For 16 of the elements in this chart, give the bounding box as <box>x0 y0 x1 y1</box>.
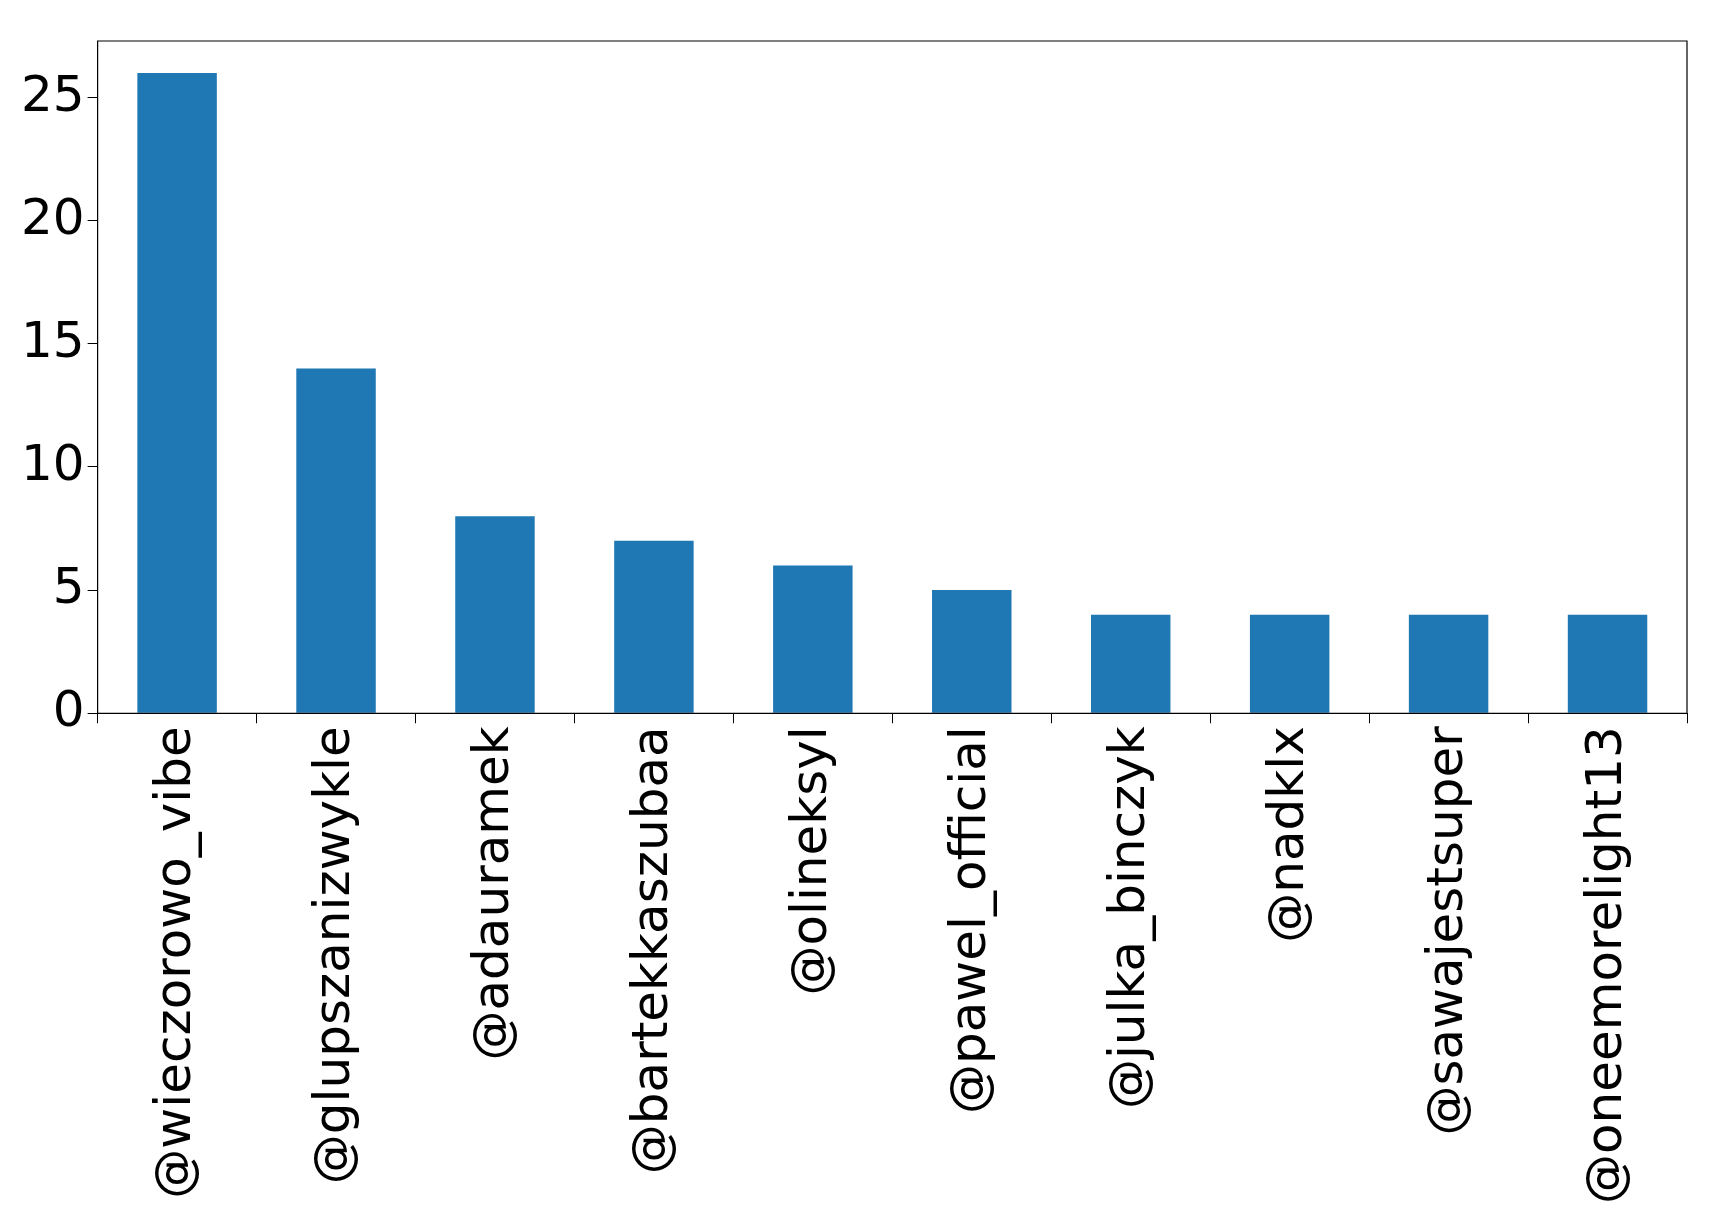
x-tick-label: @adauramek <box>461 726 520 1061</box>
x-tick-label: @glupszanizwykle <box>303 726 362 1185</box>
x-tick-label: @pawel_official <box>938 726 997 1115</box>
x-tick-label: @wieczorowo_vibe <box>144 726 203 1199</box>
y-tick-label: 15 <box>21 310 85 369</box>
x-tick-label: @bartekkaszubaa <box>620 726 679 1175</box>
y-tick-label: 0 <box>52 680 85 739</box>
y-tick-label: 25 <box>21 64 85 123</box>
x-tick-label: @sawajestsuper <box>1415 725 1474 1136</box>
y-tick-label: 20 <box>21 187 85 246</box>
y-tick-label: 5 <box>52 557 85 616</box>
x-tick-label: @oneemorelight13 <box>1574 726 1633 1205</box>
x-tick-label: @nadklx <box>1256 726 1315 943</box>
x-tick-label: @olineksyl <box>779 726 838 996</box>
y-tick-label: 10 <box>21 433 85 492</box>
x-tick-label: @julka_binczyk <box>1097 726 1156 1110</box>
